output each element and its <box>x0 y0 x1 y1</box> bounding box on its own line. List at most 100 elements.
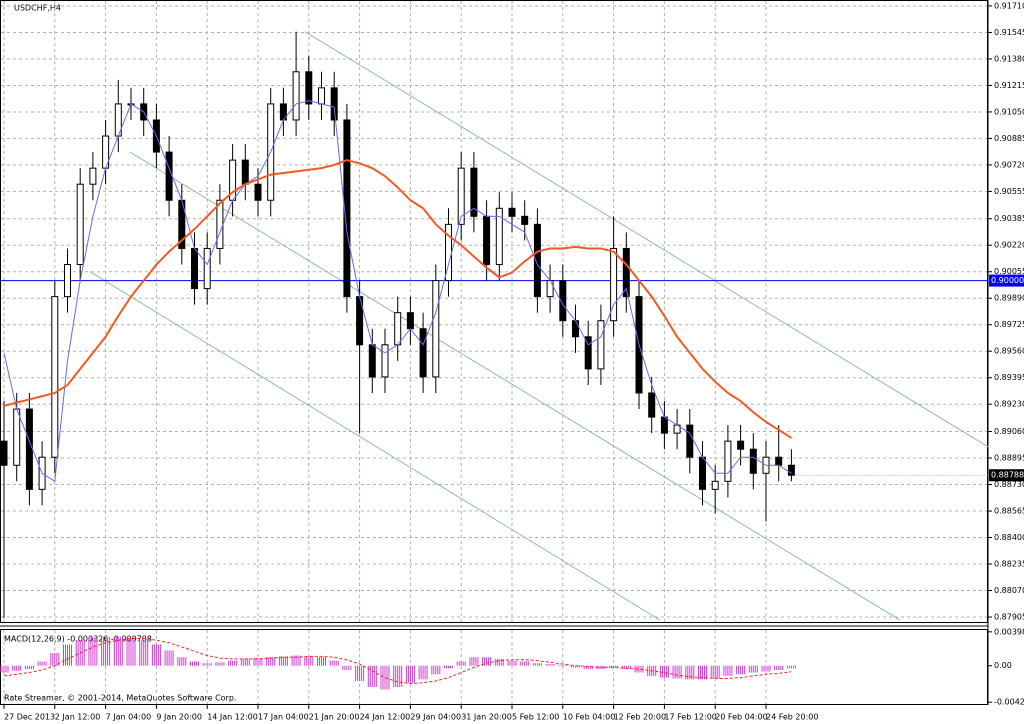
y-tick-label: 0.88070 <box>994 586 1024 595</box>
x-tick-label: 5 Feb 12:00 <box>512 713 559 722</box>
y-tick-label: 0.91545 <box>994 28 1024 37</box>
x-tick-label: 20 Feb 04:00 <box>715 713 767 722</box>
last-price-label: 0.88788 <box>991 471 1024 480</box>
candle-body <box>584 336 592 370</box>
footer: Rate Streamer, © 2001-2014, MetaQuotes S… <box>4 694 236 703</box>
candle-body <box>51 296 59 458</box>
candle-body <box>495 207 503 266</box>
x-tick-label: 17 Jan 04:00 <box>258 713 309 722</box>
hline-label: 0.90000 <box>991 276 1024 285</box>
y-tick-label: 0.90385 <box>994 214 1024 223</box>
candle-body <box>203 247 211 290</box>
x-tick-label: 24 Feb 20:00 <box>766 713 818 722</box>
candle-body <box>191 247 198 290</box>
candle-body <box>64 264 71 298</box>
y-tick-label: 0.91710 <box>994 1 1024 10</box>
chart-title: USDCHF,H4 <box>14 4 61 13</box>
candle-body <box>483 215 491 266</box>
y-tick-label: 0.90055 <box>994 267 1024 276</box>
candle-body <box>419 328 427 378</box>
candle-body <box>457 167 465 225</box>
x-tick-label: 31 Jan 20:00 <box>461 713 512 722</box>
candle-body <box>559 280 567 322</box>
hline-label-box <box>989 274 1024 287</box>
candle-body <box>330 87 338 121</box>
candle-body <box>737 440 745 450</box>
y-tick-label: 0.90220 <box>994 241 1024 250</box>
x-tick-label: 2 Jan 12:00 <box>55 713 101 722</box>
candle-body <box>381 344 389 378</box>
x-tick-label: 7 Jan 04:00 <box>106 713 152 722</box>
candle-body <box>724 440 732 482</box>
x-tick-label: 17 Feb 12:00 <box>664 713 716 722</box>
y-tick-label: 0.87905 <box>994 613 1024 622</box>
candle-body <box>533 223 541 298</box>
candle-body <box>216 199 224 249</box>
y-tick-label: 0.003983 <box>994 627 1024 636</box>
y-tick-label: 0.89890 <box>994 294 1024 303</box>
y-tick-label: 0.90555 <box>994 187 1024 196</box>
candle-body <box>775 456 783 466</box>
candle-body <box>610 247 618 322</box>
x-tick-label: 27 Dec 2013 <box>4 713 55 722</box>
candle-body <box>470 167 478 217</box>
candle-body <box>572 320 579 338</box>
candle-body <box>546 280 554 298</box>
candle-body <box>597 320 605 370</box>
x-tick-label: 10 Feb 04:00 <box>563 713 615 722</box>
y-tick-label: 0.91050 <box>994 107 1024 116</box>
y-tick-label: -0.004286 <box>994 698 1024 707</box>
y-tick-label: 0.89725 <box>994 320 1024 329</box>
x-tick-label: 12 Feb 20:00 <box>614 713 666 722</box>
y-tick-label: 0.88565 <box>994 507 1024 516</box>
y-tick-label: 0.88730 <box>994 480 1024 489</box>
trendline <box>129 151 901 621</box>
candle-body <box>165 151 173 201</box>
x-tick-label: 29 Jan 04:00 <box>410 713 461 722</box>
candle-body <box>660 416 668 434</box>
candle-body <box>0 440 8 466</box>
y-tick-label: 0.89560 <box>994 347 1024 356</box>
y-tick-label: 0.89230 <box>994 400 1024 409</box>
macd-signal <box>3 638 792 685</box>
candle-body <box>394 312 402 346</box>
candle-body <box>432 280 440 378</box>
candle-body <box>76 183 84 266</box>
y-tick-label: 0.91380 <box>994 54 1024 63</box>
candle-body <box>241 159 249 185</box>
y-tick-label: 0.90885 <box>994 134 1024 143</box>
candle-body <box>368 344 376 378</box>
x-tick-label: 9 Jan 20:00 <box>156 713 202 722</box>
candle-body <box>343 119 351 298</box>
candle-body <box>305 71 313 105</box>
candle-body <box>648 392 656 418</box>
candle-body <box>292 71 300 121</box>
candle-body <box>711 480 719 490</box>
x-tick-label: 14 Jan 12:00 <box>207 713 258 722</box>
x-tick-label: 21 Jan 20:00 <box>309 713 360 722</box>
y-tick-label: 0.91215 <box>994 81 1024 90</box>
main-panel <box>0 0 988 623</box>
candle-body <box>508 207 516 217</box>
candle-body <box>699 456 706 490</box>
candle-body <box>25 408 33 490</box>
macd-label: MACD(12,26,9) -0.000326 -0.000708 <box>4 635 152 644</box>
y-tick-label: 0.88400 <box>994 533 1024 542</box>
y-tick-label: 0.00 <box>994 661 1012 670</box>
candle-body <box>686 424 694 458</box>
y-tick-label: 0.89395 <box>994 373 1024 382</box>
candle-body <box>13 408 21 466</box>
candle-body <box>254 183 262 201</box>
y-tick-label: 0.88235 <box>994 560 1024 569</box>
trendline <box>90 271 661 621</box>
candle-body <box>89 167 97 185</box>
y-tick-label: 0.88895 <box>994 454 1024 463</box>
x-tick-label: 24 Jan 12:00 <box>360 713 411 722</box>
candle-body <box>622 247 630 298</box>
candle-body <box>521 215 529 225</box>
y-tick-label: 0.90720 <box>994 160 1024 169</box>
moving-average <box>3 100 792 483</box>
candle-body <box>749 448 757 474</box>
candle-body <box>787 464 795 476</box>
